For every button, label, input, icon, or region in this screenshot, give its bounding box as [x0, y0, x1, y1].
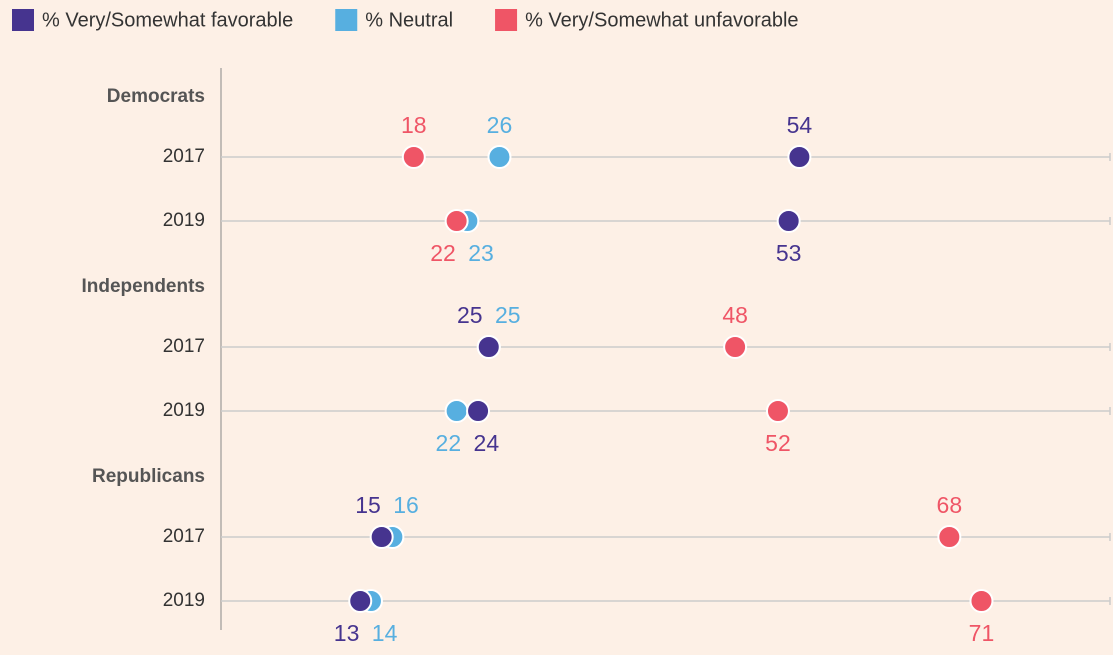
value-label: 68	[937, 492, 963, 518]
group-label: Democrats	[107, 86, 205, 107]
dot	[466, 399, 491, 423]
value-label: 25	[457, 302, 483, 328]
group-label: Republicans	[92, 466, 205, 487]
dot	[723, 335, 748, 359]
legend-label: % Very/Somewhat unfavorable	[525, 9, 799, 31]
dot	[401, 145, 426, 169]
value-label: 22	[430, 240, 456, 266]
value-label: 14	[372, 620, 398, 646]
value-label: 53	[776, 240, 802, 266]
legend-label: % Very/Somewhat favorable	[42, 9, 293, 31]
dot	[937, 525, 962, 549]
value-label: 52	[765, 430, 791, 456]
value-label: 16	[393, 492, 419, 518]
value-label: 71	[969, 620, 995, 646]
dot	[787, 145, 812, 169]
dot	[487, 145, 512, 169]
group-label: Independents	[81, 276, 205, 297]
value-label: 13	[334, 620, 360, 646]
dot	[969, 589, 994, 613]
dot	[476, 335, 501, 359]
value-label: 23	[468, 240, 494, 266]
value-label: 26	[487, 112, 513, 138]
legend-label: % Neutral	[365, 9, 453, 31]
dot	[348, 589, 373, 613]
y-tick-label: 2017	[163, 526, 205, 547]
value-label: 48	[722, 302, 748, 328]
dot	[765, 399, 790, 423]
value-label: 25	[495, 302, 521, 328]
dot	[369, 525, 394, 549]
dot	[444, 209, 469, 233]
value-label: 24	[474, 430, 500, 456]
value-label: 18	[401, 112, 427, 138]
y-tick-label: 2019	[163, 590, 205, 611]
y-tick-label: 2019	[163, 400, 205, 421]
y-tick-label: 2017	[163, 336, 205, 357]
value-label: 54	[787, 112, 813, 138]
value-label: 22	[436, 430, 462, 456]
dot	[444, 399, 469, 423]
dot	[776, 209, 801, 233]
legend-swatch	[335, 9, 358, 31]
legend-swatch	[12, 9, 34, 31]
legend-swatch	[495, 9, 518, 31]
value-label: 15	[355, 492, 381, 518]
y-tick-label: 2019	[163, 210, 205, 231]
y-tick-label: 2017	[163, 146, 205, 167]
